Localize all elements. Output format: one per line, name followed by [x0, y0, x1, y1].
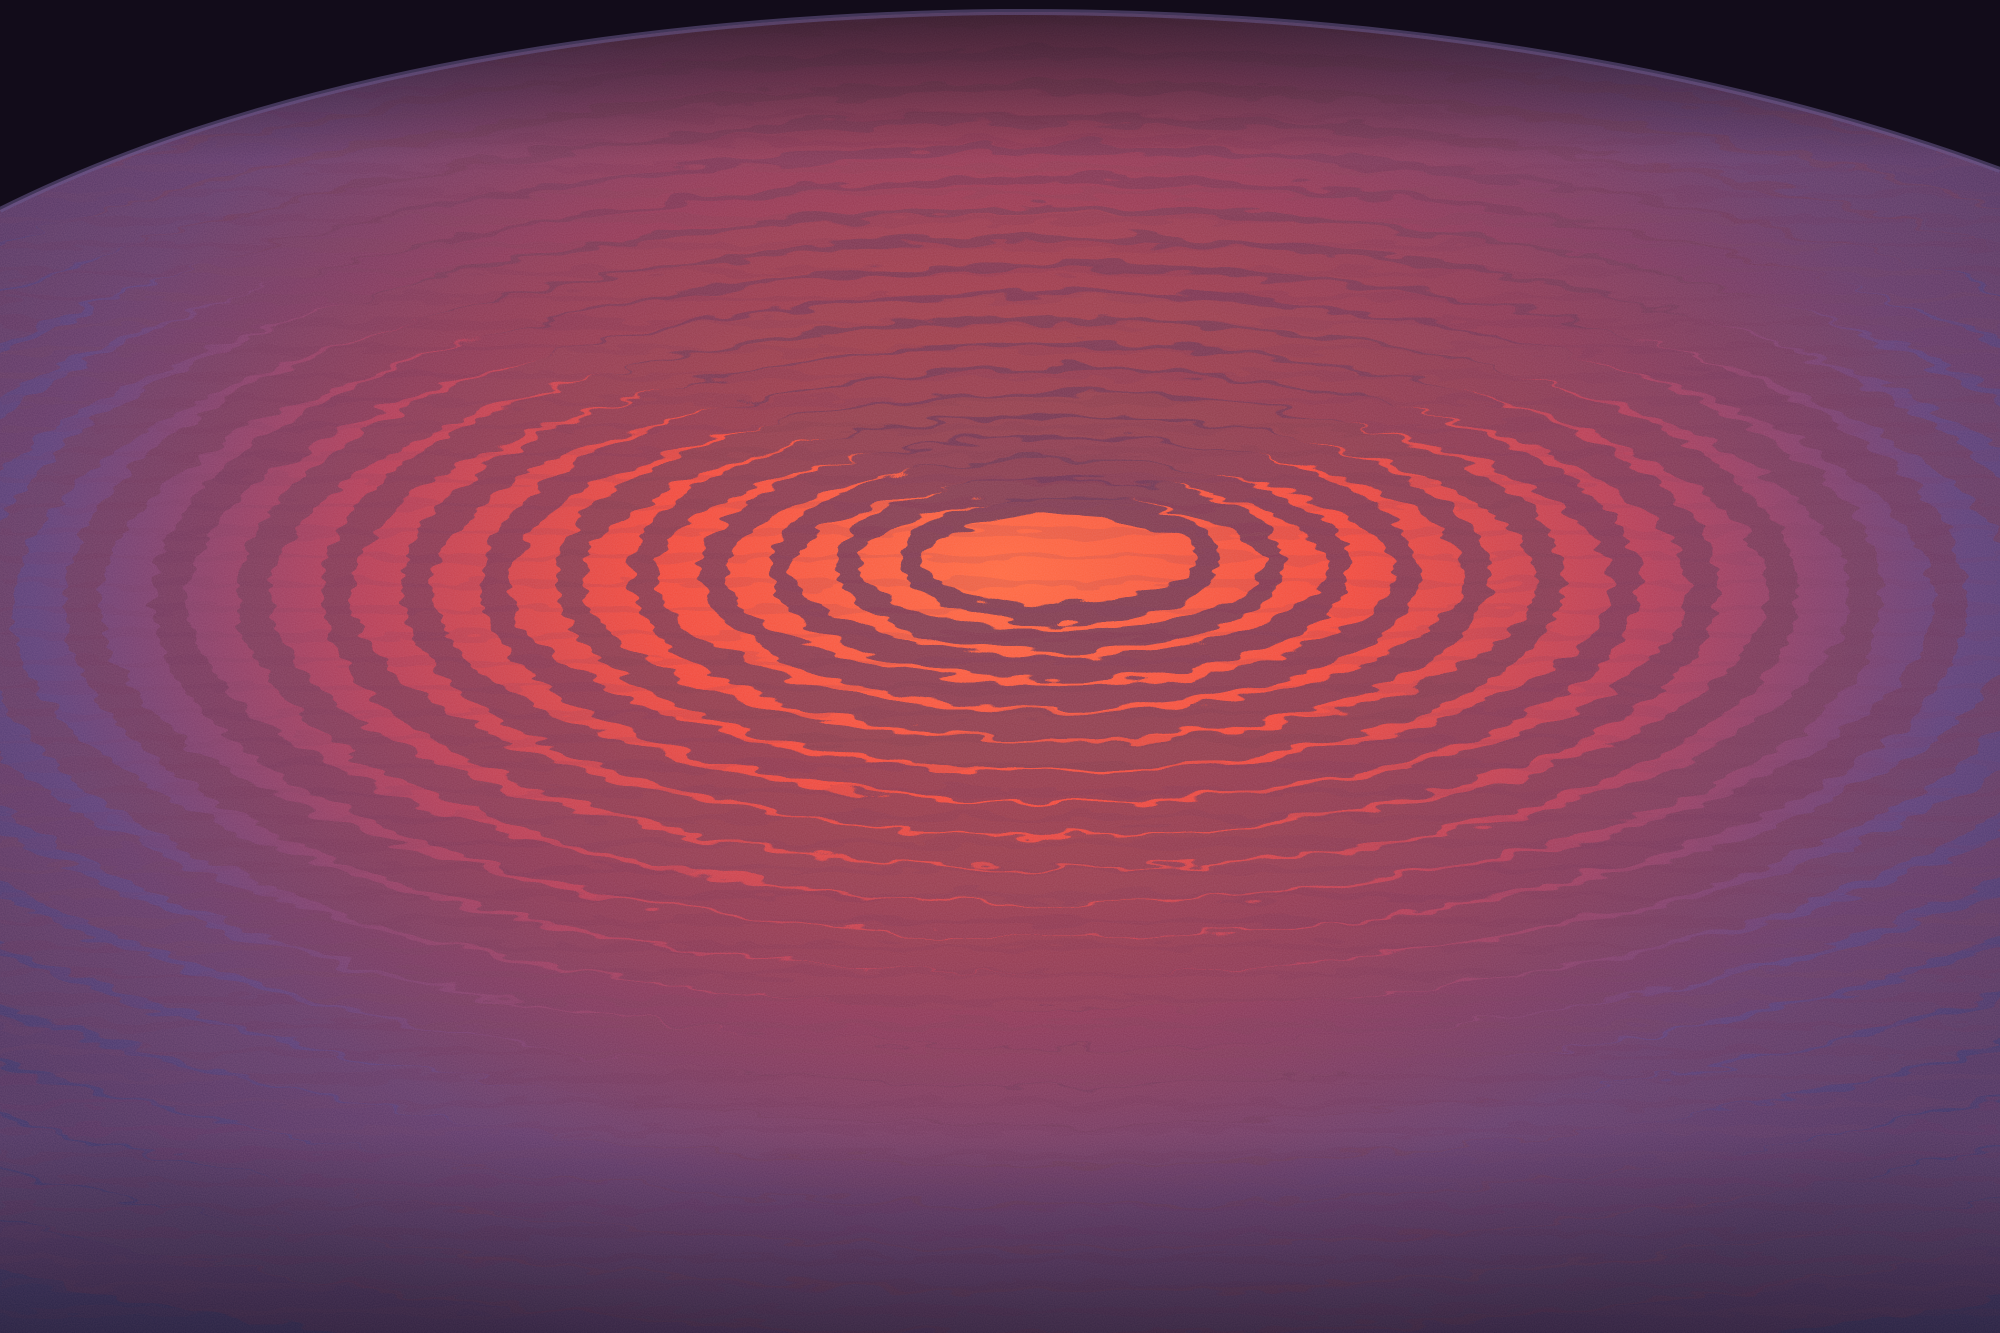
- screen-rim: [0, 8, 2000, 213]
